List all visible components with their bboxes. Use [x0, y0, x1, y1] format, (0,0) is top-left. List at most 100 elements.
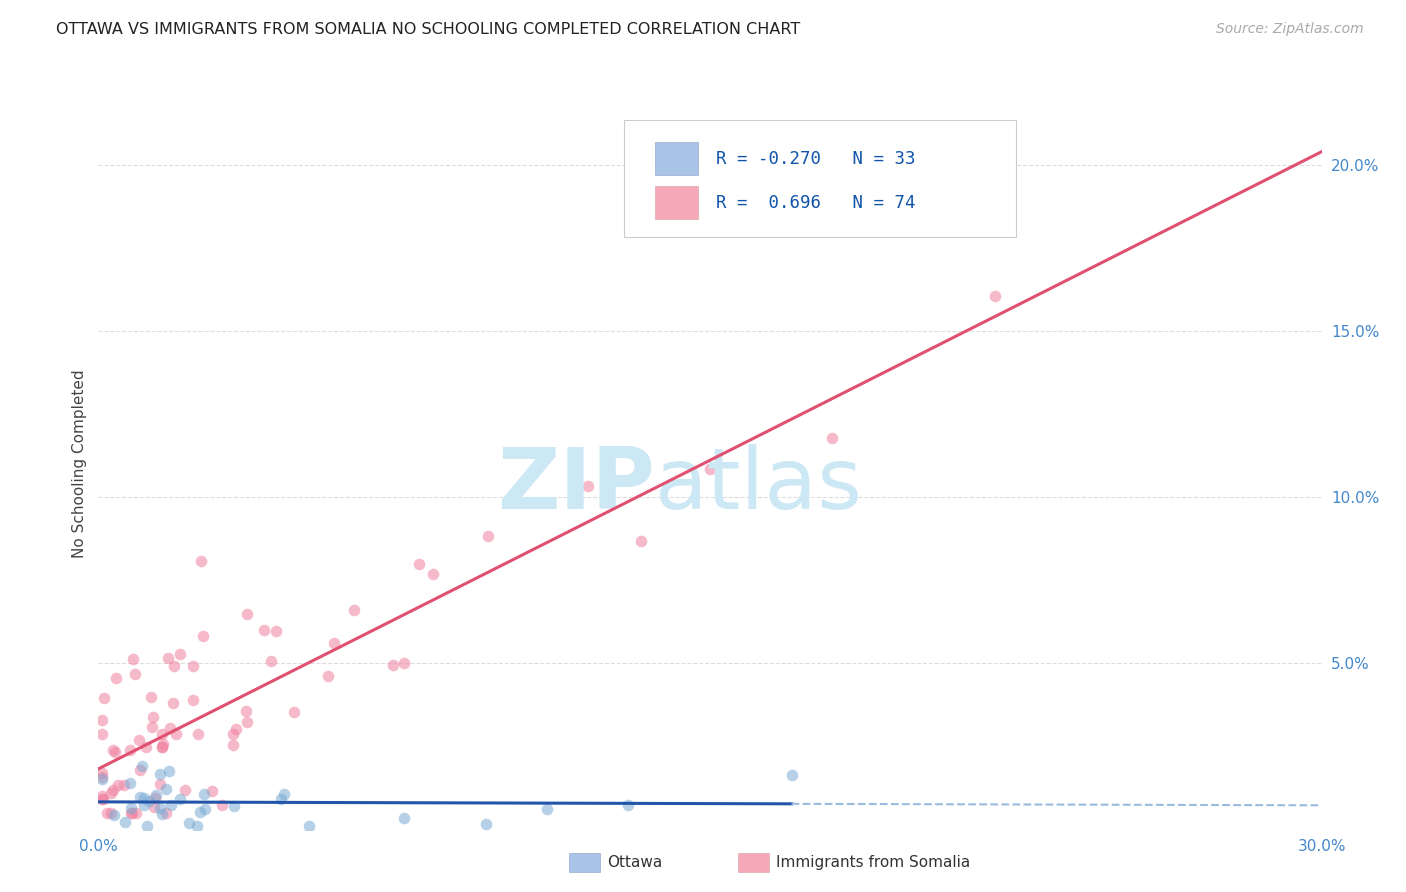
Point [120, 801, 142, 815]
Point [225, 723, 247, 737]
Point [156, 651, 179, 665]
Point [169, 647, 191, 661]
Point [181, 692, 204, 706]
Point [104, 745, 127, 759]
Point [142, 710, 165, 724]
Point [194, 802, 217, 816]
Point [132, 791, 155, 805]
Point [343, 603, 366, 617]
Point [114, 814, 136, 829]
Point [155, 782, 177, 797]
Point [165, 727, 187, 741]
Point [617, 797, 640, 812]
Point [536, 802, 558, 816]
Text: Immigrants from Somalia: Immigrants from Somalia [776, 855, 970, 870]
Point [159, 721, 181, 735]
Text: Ottawa: Ottawa [607, 855, 662, 870]
Point [105, 671, 128, 685]
Point [103, 743, 125, 757]
Point [131, 758, 153, 772]
Text: R =  0.696   N = 74: R = 0.696 N = 74 [716, 194, 915, 211]
Text: R = -0.270   N = 33: R = -0.270 N = 33 [716, 150, 915, 168]
Point [630, 533, 652, 548]
Point [149, 777, 172, 791]
Point [150, 739, 173, 754]
Point [163, 659, 186, 673]
Point [394, 656, 416, 670]
Point [91, 772, 114, 786]
Point [100, 805, 122, 820]
Point [150, 727, 173, 741]
Text: OTTAWA VS IMMIGRANTS FROM SOMALIA NO SCHOOLING COMPLETED CORRELATION CHART: OTTAWA VS IMMIGRANTS FROM SOMALIA NO SCH… [56, 22, 800, 37]
Point [477, 529, 499, 543]
Point [155, 805, 177, 820]
Point [93, 792, 115, 806]
Point [100, 786, 122, 800]
Point [187, 727, 209, 741]
Point [150, 807, 173, 822]
Point [91, 771, 114, 785]
Point [183, 658, 205, 673]
Point [162, 696, 184, 710]
Point [107, 779, 129, 793]
Point [174, 783, 197, 797]
Point [253, 623, 276, 637]
Point [152, 737, 174, 751]
Point [91, 765, 114, 780]
Point [132, 797, 155, 812]
Point [316, 668, 339, 682]
Point [93, 691, 115, 706]
Point [136, 819, 159, 833]
Point [142, 800, 165, 814]
Point [984, 289, 1007, 303]
Point [118, 776, 141, 790]
Point [160, 798, 183, 813]
Bar [655, 142, 697, 175]
Point [149, 766, 172, 780]
Point [392, 811, 416, 825]
Point [141, 720, 163, 734]
Point [283, 705, 305, 719]
Point [169, 792, 191, 806]
Point [264, 624, 287, 639]
Point [186, 819, 208, 833]
Point [408, 558, 430, 572]
Point [322, 636, 344, 650]
Point [780, 768, 803, 782]
Point [129, 789, 152, 804]
Point [260, 654, 283, 668]
Point [103, 808, 125, 822]
Point [179, 816, 201, 830]
Point [139, 690, 162, 705]
Point [224, 799, 246, 814]
Point [821, 431, 844, 445]
Text: atlas: atlas [655, 444, 863, 527]
Point [103, 783, 125, 797]
Point [273, 787, 295, 801]
Point [157, 764, 180, 779]
Point [129, 763, 152, 777]
Point [112, 778, 135, 792]
Point [190, 554, 212, 568]
Point [122, 652, 145, 666]
Point [121, 805, 143, 820]
Point [576, 479, 599, 493]
Text: Source: ZipAtlas.com: Source: ZipAtlas.com [1216, 22, 1364, 37]
Point [121, 805, 143, 820]
Bar [655, 186, 697, 219]
Point [96, 805, 118, 820]
Y-axis label: No Schooling Completed: No Schooling Completed [72, 369, 87, 558]
Point [118, 743, 141, 757]
Point [211, 798, 233, 813]
Point [699, 461, 721, 475]
Text: ZIP: ZIP [498, 444, 655, 527]
Point [297, 819, 319, 833]
Point [188, 805, 211, 819]
Point [138, 794, 160, 808]
Point [135, 740, 157, 755]
Point [422, 567, 444, 582]
Point [128, 733, 150, 747]
Point [222, 738, 245, 752]
Point [201, 784, 224, 798]
Point [148, 801, 170, 815]
